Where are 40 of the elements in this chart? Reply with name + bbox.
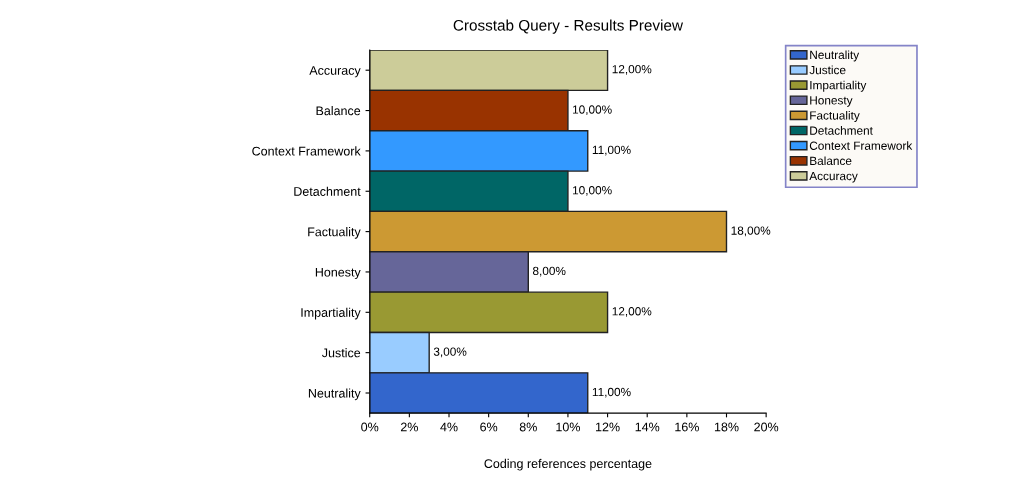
- legend-label: Neutrality: [810, 50, 860, 62]
- x-tick-label: 8%: [519, 422, 537, 432]
- legend-label: Factuality: [810, 110, 860, 122]
- y-tick-label: Accuracy: [309, 66, 361, 78]
- legend-label: Detachment: [810, 126, 873, 135]
- data-label: 10,00%: [573, 186, 612, 196]
- y-tick-label: Impartiality: [301, 307, 361, 320]
- y-tick-label: Honesty: [315, 267, 361, 280]
- chart-title: Crosstab Query - Results Preview: [453, 19, 684, 34]
- y-tick-label: Neutrality: [308, 388, 361, 401]
- legend-label: Accuracy: [809, 171, 858, 183]
- x-tick-label: 16%: [675, 422, 699, 432]
- x-tick-label: 0%: [361, 422, 379, 432]
- data-label: 12,00%: [612, 65, 652, 75]
- data-label: 8,00%: [532, 266, 566, 277]
- y-tick-label: Justice: [321, 348, 361, 358]
- y-tick-label: Factuality: [308, 227, 361, 239]
- x-tick-label: 20%: [754, 422, 779, 432]
- data-label: 10,00%: [573, 105, 612, 116]
- x-tick-label: 2%: [400, 422, 418, 432]
- y-tick-label: Detachment: [294, 186, 361, 196]
- legend-label: Impartiality: [810, 80, 867, 92]
- x-tick-label: 12%: [596, 422, 620, 432]
- y-tick-label: Context Framework: [252, 146, 361, 156]
- x-tick-label: 6%: [480, 422, 498, 432]
- data-label: 18,00%: [731, 226, 771, 237]
- legend-label: Justice: [809, 65, 846, 75]
- legend-label: Honesty: [810, 96, 853, 107]
- data-label: 12,00%: [612, 307, 652, 317]
- legend-label: Balance: [810, 156, 852, 166]
- x-tick-label: 10%: [556, 422, 580, 432]
- x-tick-label: 18%: [714, 422, 739, 432]
- x-tick-label: 14%: [635, 422, 660, 432]
- data-label: 11,00%: [592, 387, 631, 398]
- y-tick-label: Balance: [316, 106, 361, 116]
- x-axis-title: Coding references percentage: [484, 458, 652, 471]
- legend-label: Context Framework: [809, 141, 913, 150]
- data-label: 11,00%: [592, 145, 631, 156]
- data-label: 3,00%: [433, 347, 467, 358]
- x-tick-label: 4%: [440, 422, 458, 432]
